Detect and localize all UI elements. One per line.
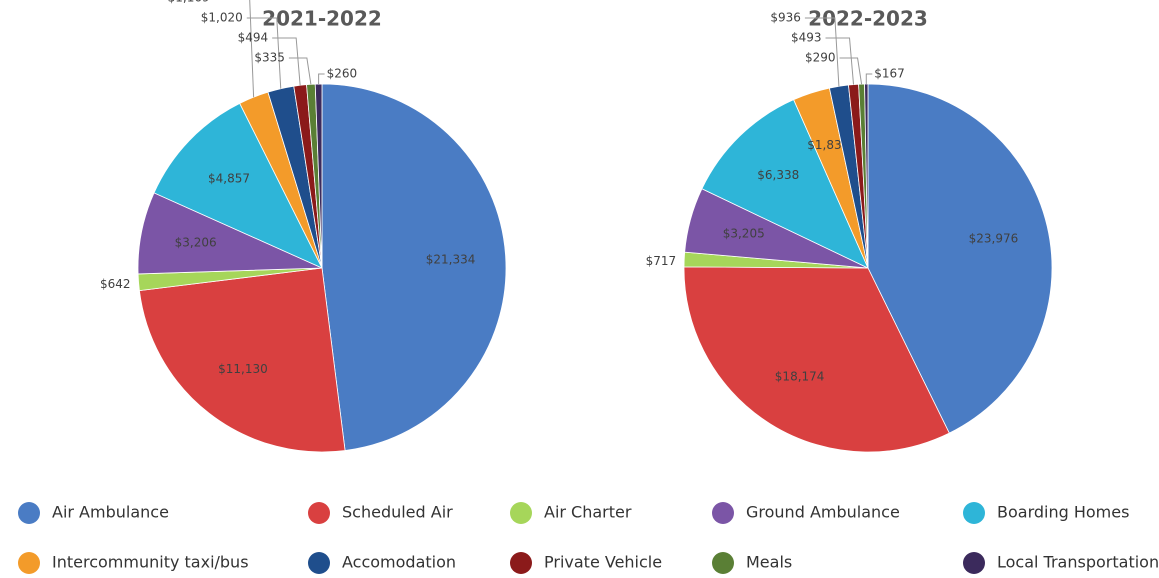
- slice-label: $167: [874, 67, 905, 81]
- slice-label: $3,206: [175, 236, 217, 250]
- legend-label: Ground Ambulance: [746, 503, 900, 522]
- legend-label: Private Vehicle: [544, 553, 662, 572]
- legend-swatch: [510, 552, 532, 574]
- legend-swatch: [18, 552, 40, 574]
- pie-title: 2021-2022: [262, 7, 382, 31]
- pie-slice: [701, 99, 869, 269]
- pie-slice: [314, 83, 323, 269]
- slice-label: $290: [805, 51, 836, 65]
- leader-line: [272, 37, 301, 86]
- slice-label: $1,020: [201, 11, 243, 25]
- pie-slice: [138, 267, 346, 453]
- pie-slice: [864, 83, 869, 269]
- legend-swatch: [963, 502, 985, 524]
- leader-line: [825, 37, 855, 85]
- leader-line: [249, 0, 255, 98]
- slice-label: $6,338: [757, 168, 799, 182]
- legend-label: Local Transportation: [997, 553, 1159, 572]
- legend-swatch: [308, 502, 330, 524]
- legend-label: Air Charter: [544, 503, 632, 522]
- slice-label: $3,205: [723, 227, 765, 241]
- slice-label: $1,830: [807, 138, 849, 152]
- legend-label: Accomodation: [342, 553, 456, 572]
- legend-label: Meals: [746, 553, 792, 572]
- slice-label: $717: [646, 254, 677, 268]
- slice-label: $642: [100, 277, 131, 291]
- legend-label: Air Ambulance: [52, 503, 169, 522]
- leader-line: [839, 57, 863, 85]
- legend-swatch: [712, 552, 734, 574]
- legend-swatch: [308, 552, 330, 574]
- slice-label: $21,334: [426, 252, 476, 266]
- slice-label: $260: [327, 67, 358, 81]
- pie-slice: [153, 102, 323, 269]
- leader-line: [804, 17, 840, 87]
- slice-label: $23,976: [969, 231, 1019, 245]
- pie-slice: [321, 83, 507, 451]
- pie-slice: [867, 83, 1053, 434]
- slice-label: $11,130: [218, 362, 268, 376]
- slice-label: $335: [254, 51, 285, 65]
- slice-label: $936: [770, 11, 801, 25]
- slice-label: $4,857: [208, 171, 250, 185]
- slice-label: $18,174: [775, 370, 825, 384]
- legend-label: Intercommunity taxi/bus: [52, 553, 249, 572]
- leader-line: [865, 73, 873, 85]
- leader-line: [246, 17, 282, 89]
- legend-swatch: [963, 552, 985, 574]
- legend-label: Boarding Homes: [997, 503, 1129, 522]
- legend-label: Scheduled Air: [342, 503, 453, 522]
- leader-line: [288, 57, 312, 85]
- pie-slice: [683, 266, 950, 453]
- legend-swatch: [510, 502, 532, 524]
- slice-label: $493: [791, 31, 822, 45]
- legend-swatch: [18, 502, 40, 524]
- leader-line: [318, 73, 325, 85]
- slice-label: $494: [238, 31, 269, 45]
- slice-label: $1,169: [168, 0, 210, 5]
- legend-swatch: [712, 502, 734, 524]
